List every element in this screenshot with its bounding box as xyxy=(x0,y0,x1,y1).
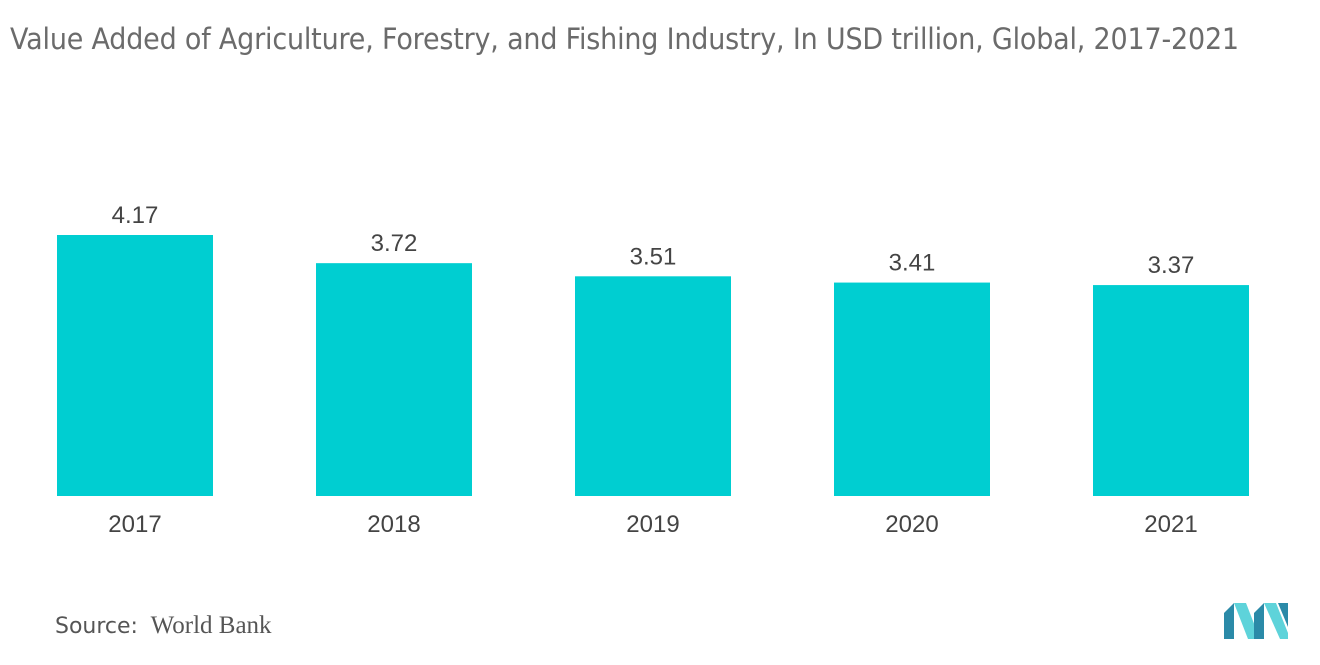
category-label-2020: 2020 xyxy=(885,511,938,538)
category-label-2021: 2021 xyxy=(1144,511,1197,538)
logo-shape-2 xyxy=(1234,603,1260,639)
category-label-2019: 2019 xyxy=(626,511,679,538)
value-label-2019: 3.51 xyxy=(630,243,677,270)
value-labels-group: 4.17 3.72 3.51 3.41 3.37 xyxy=(112,202,1195,279)
logo-shape-3 xyxy=(1254,603,1264,639)
source-label: Source: xyxy=(55,614,138,639)
value-label-2018: 3.72 xyxy=(371,230,418,257)
bar-2019 xyxy=(575,276,731,496)
logo-shape-4 xyxy=(1264,603,1288,639)
category-label-2018: 2018 xyxy=(367,511,420,538)
value-label-2021: 3.37 xyxy=(1148,252,1195,279)
source-value: World Bank xyxy=(150,612,272,639)
value-label-2020: 3.41 xyxy=(889,250,936,277)
category-label-2017: 2017 xyxy=(108,511,161,538)
bar-2021 xyxy=(1093,285,1249,496)
bars-group xyxy=(57,235,1249,496)
chart-title: Value Added of Agriculture, Forestry, an… xyxy=(10,22,1239,56)
source-note: Source: World Bank xyxy=(55,612,272,640)
brand-logo-icon xyxy=(1224,603,1288,639)
bar-2017 xyxy=(57,235,213,496)
category-labels-group: 2017 2018 2019 2020 2021 xyxy=(108,511,1197,538)
logo-shape-5 xyxy=(1278,603,1288,627)
value-label-2017: 4.17 xyxy=(112,202,159,229)
bar-2018 xyxy=(316,263,472,496)
bar-2020 xyxy=(834,282,990,496)
logo-shape-1 xyxy=(1224,603,1234,639)
